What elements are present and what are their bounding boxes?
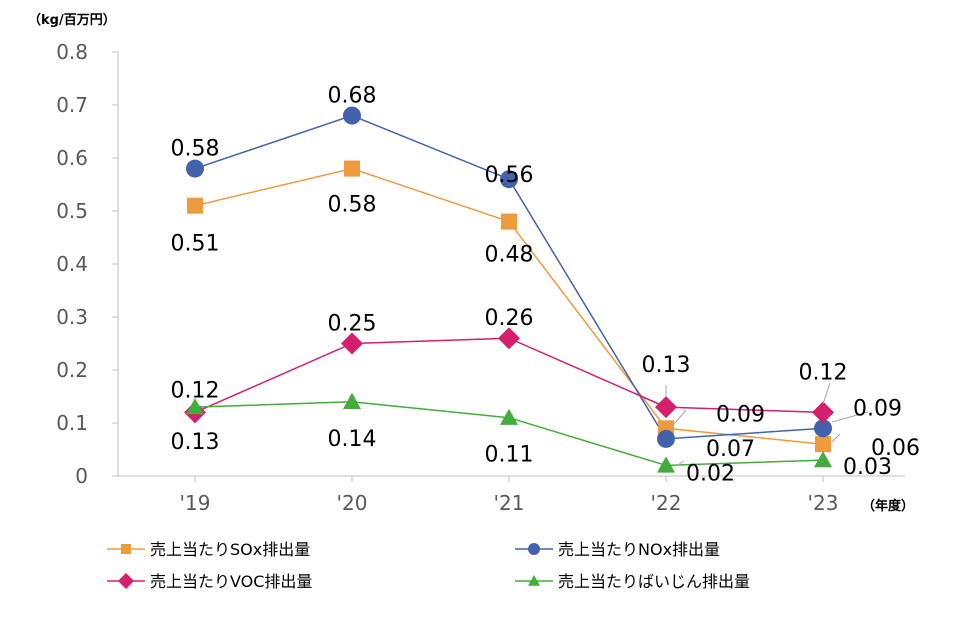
x-axis-unit-label: （年度） — [862, 498, 914, 514]
marker-triangle — [186, 398, 204, 415]
x-axis-ticks: '19 '20 '21 '22 '23 — [180, 491, 839, 515]
y-tick-label: 0.8 — [56, 40, 88, 64]
marker-circle — [186, 159, 204, 178]
marker-triangle — [657, 456, 675, 473]
marker-circle — [343, 106, 361, 125]
data-label: 0.13 — [642, 353, 691, 378]
marker-diamond — [118, 573, 134, 589]
data-label: 0.02 — [686, 461, 735, 486]
data-label: 0.68 — [328, 84, 377, 109]
x-tick-label: '21 — [494, 491, 525, 515]
marker-square — [501, 213, 517, 230]
y-axis-unit-label: （kg/百万円） — [28, 12, 116, 28]
data-label: 0.25 — [328, 312, 377, 337]
y-tick-label: 0.4 — [56, 252, 88, 276]
data-label: 0.51 — [171, 232, 220, 257]
marker-circle — [814, 419, 832, 438]
data-label: 0.09 — [853, 396, 902, 421]
leader-line — [831, 411, 869, 423]
x-tick-label: '19 — [180, 491, 211, 515]
marker-diamond — [341, 332, 363, 355]
data-label: 0.58 — [171, 137, 220, 162]
legend-label: 売上当たりばいじん排出量 — [558, 572, 750, 591]
data-label: 0.07 — [706, 437, 755, 462]
marker-square — [815, 436, 831, 453]
marker-triangle — [500, 408, 518, 425]
data-label: 0.58 — [328, 193, 377, 218]
marker-square — [187, 197, 203, 214]
leader-line — [831, 433, 841, 443]
marker-circle — [528, 543, 540, 555]
y-tick-label: 0.3 — [56, 305, 88, 329]
series-line — [194, 337, 824, 414]
y-tick-label: 0.7 — [56, 93, 88, 117]
axes — [112, 51, 905, 482]
marker-diamond — [812, 401, 834, 424]
data-label: 0.12 — [171, 378, 220, 403]
y-tick-label: 0.5 — [56, 199, 88, 223]
x-tick-label: '20 — [337, 491, 368, 515]
data-label: 0.26 — [485, 306, 534, 331]
legend-label: 売上当たりNOx排出量 — [558, 540, 720, 559]
y-axis-ticks: 0 0.1 0.2 0.3 0.4 0.5 0.6 0.7 0.8 — [56, 40, 88, 488]
data-label: 0.13 — [171, 430, 220, 455]
y-tick-label: 0.1 — [56, 411, 88, 435]
leader-line — [673, 409, 687, 425]
data-label: 0.14 — [328, 427, 377, 452]
data-label: 0.56 — [485, 163, 534, 188]
series-group — [184, 106, 834, 473]
x-tick-label: '22 — [651, 491, 682, 515]
marker-square — [121, 544, 131, 554]
y-tick-label: 0.6 — [56, 146, 88, 170]
data-label: 0.06 — [871, 436, 920, 461]
data-labels: 0.51 0.58 0.48 0.09 0.06 0.58 0.68 0.56 0.07 0.09… — [171, 84, 920, 487]
legend-label: 売上当たりSOx排出量 — [150, 540, 310, 559]
y-tick-label: 0 — [75, 464, 88, 488]
data-label: 0.03 — [843, 455, 892, 480]
marker-circle — [657, 429, 675, 448]
marker-circle — [500, 170, 518, 189]
data-label: 0.11 — [485, 443, 534, 468]
marker-diamond — [498, 327, 520, 350]
data-label: 0.48 — [485, 243, 534, 268]
data-label: 0.12 — [799, 360, 848, 385]
y-tick-label: 0.2 — [56, 358, 88, 382]
leader-lines — [665, 382, 869, 467]
x-tick-label: '23 — [808, 491, 839, 515]
marker-diamond — [655, 396, 677, 419]
leader-line — [675, 460, 685, 467]
marker-square — [344, 160, 360, 177]
marker-triangle — [528, 575, 540, 586]
marker-triangle — [814, 451, 832, 468]
leader-line — [822, 382, 831, 405]
legend-label: 売上当たりVOC排出量 — [150, 572, 312, 591]
data-label: 0.09 — [716, 402, 765, 427]
marker-triangle — [343, 392, 361, 409]
